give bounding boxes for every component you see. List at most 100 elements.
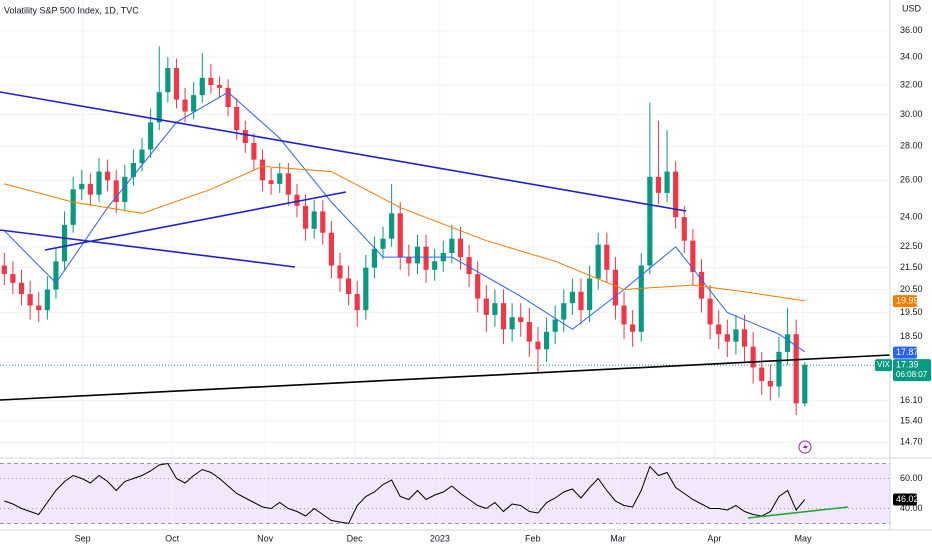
x-tick-label: 2023 [430, 533, 450, 543]
candle-body [122, 176, 128, 203]
x-tick-label: Dec [347, 533, 364, 543]
price-label: 17.87 [896, 347, 919, 357]
candle-body [320, 211, 326, 233]
candle-body [535, 341, 541, 350]
candle-body [449, 238, 455, 253]
moving-average [3, 91, 806, 353]
candle-body [328, 232, 334, 266]
x-tick-label: Nov [257, 533, 274, 543]
candle-body [27, 294, 33, 306]
candle-body [483, 298, 489, 315]
candle-body [475, 274, 481, 299]
candle-body [268, 180, 274, 184]
candle-body [698, 271, 705, 299]
candle-body [741, 329, 748, 347]
candle-body [105, 171, 111, 181]
candle-body [432, 261, 438, 270]
candle-body [466, 257, 472, 275]
x-tick-label: Mar [610, 533, 626, 543]
rsi-trend-line [747, 506, 849, 519]
moving-average [4, 165, 805, 302]
currency: USD [902, 3, 922, 13]
countdown: 06:08:07 [896, 370, 928, 379]
rsi-tick-label: 40.00 [900, 503, 923, 513]
x-tick-label: Oct [165, 533, 180, 543]
candle-body [707, 298, 713, 325]
candle-body [130, 163, 136, 177]
y-tick-label: 26.00 [900, 175, 923, 185]
chart-layer [0, 0, 890, 530]
candle-body [793, 334, 799, 404]
candle-body [802, 364, 808, 404]
candle-body [337, 265, 343, 279]
candle-body [587, 278, 593, 311]
chart-title: Volatility S&P 500 Index, 1D, TVC [4, 5, 139, 15]
candle-body [776, 351, 782, 387]
rsi-band [0, 463, 890, 524]
candle-body [724, 334, 730, 342]
trend-line [44, 191, 347, 251]
candle-body [561, 303, 567, 320]
candle-body [234, 107, 240, 131]
candle-body [509, 317, 515, 330]
candle-body [173, 68, 180, 100]
candle-body [79, 183, 85, 190]
price-label-box [893, 295, 917, 308]
candle-body [354, 294, 360, 311]
trend-line [0, 354, 891, 401]
symbol-box [875, 359, 892, 372]
candle-body [294, 194, 300, 206]
candle-body [139, 149, 145, 164]
x-tick-label: Sep [75, 533, 91, 543]
candle-body [1, 265, 7, 275]
candle-body [397, 213, 403, 258]
y-tick-label: 15.40 [900, 415, 923, 425]
candle-body [655, 176, 662, 193]
drawings [0, 0, 932, 531]
candle-body [371, 248, 378, 268]
candle-body [191, 95, 197, 112]
candle-body [216, 84, 223, 88]
candle-body [156, 92, 162, 123]
candle-body [784, 334, 791, 352]
y-tick-label: 21.50 [900, 262, 923, 272]
candle-body [311, 211, 317, 229]
candle-body [165, 68, 171, 93]
candle-body [10, 274, 16, 283]
candle-body [363, 267, 369, 311]
y-tick-label: 30.00 [900, 109, 923, 119]
candle-body [242, 130, 248, 144]
y-tick-label: 28.00 [900, 141, 923, 151]
candle-body [638, 265, 644, 332]
candle-body [389, 213, 395, 239]
candle-body [414, 246, 421, 264]
event-icon[interactable] [798, 440, 812, 454]
y-tick-label: 18.50 [900, 331, 923, 341]
symbol-label: VIX [877, 360, 891, 369]
candle-body [681, 217, 687, 241]
candle-body [664, 171, 670, 193]
candle-body [61, 224, 68, 262]
price-label: 19.99 [896, 295, 919, 305]
candle-body [569, 291, 575, 304]
candle-body [733, 329, 739, 342]
candle-body [96, 171, 102, 195]
candle-body [423, 246, 429, 270]
candle-body [604, 244, 610, 270]
candle-body [87, 183, 93, 195]
y-tick-label: 36.00 [900, 25, 923, 35]
x-tick-label: Apr [707, 533, 721, 543]
rsi-value-box [893, 493, 917, 506]
candle-body [518, 317, 524, 323]
candle-body [148, 122, 154, 150]
rsi-tick-label: 60.00 [900, 473, 923, 483]
rsi-line [4, 462, 806, 525]
y-tick-label: 19.50 [900, 307, 923, 317]
candle-body [647, 176, 653, 266]
candle-body [630, 324, 636, 332]
candle-body [750, 346, 756, 368]
candle-body [767, 380, 773, 387]
candle-body [526, 322, 532, 342]
candle-body [208, 77, 214, 85]
